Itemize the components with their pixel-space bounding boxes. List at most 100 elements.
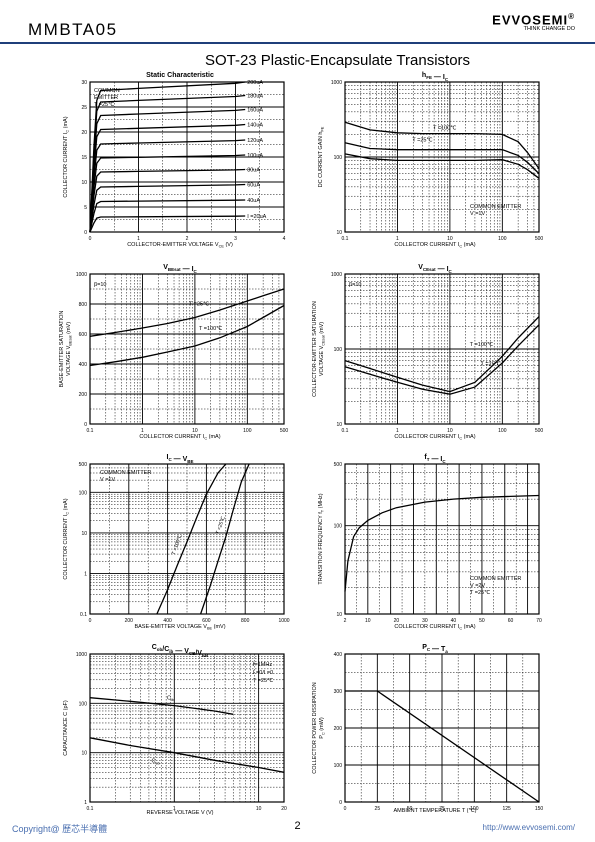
x-tick-label: 200 [125, 618, 134, 624]
x-axis-label: COLLECTOR CURRENT IC (mA) [139, 434, 220, 441]
y-tick-label: 0.1 [80, 612, 87, 618]
chart-note: COMMON EMITTER [470, 576, 521, 582]
ic-vbe-curve [156, 463, 227, 615]
x-tick-label: 800 [241, 618, 250, 624]
y-tick-label: 30 [81, 80, 87, 86]
ic-vbe-curve [199, 463, 250, 615]
y-axis-label: DC CURRENT GAIN hFE [318, 126, 325, 187]
y-tick-label: 1000 [331, 272, 342, 278]
x-tick-label: 75 [439, 806, 445, 812]
chart-note: T =25℃ [470, 590, 491, 596]
grid [345, 274, 539, 424]
chart-title: IC — VBE [166, 454, 193, 464]
ib-curve [89, 199, 246, 233]
ft-curve [344, 494, 540, 592]
y-tick-label: 100 [334, 347, 343, 353]
x-tick-label: 20 [281, 806, 287, 812]
x-tick-label: 30 [422, 618, 428, 624]
chart-note: f=1MHz [253, 662, 272, 668]
curve-label: 180uA [247, 94, 263, 100]
curve-label: 160uA [247, 108, 263, 114]
series-label: T =25℃ [481, 362, 502, 368]
ib-curve [89, 139, 246, 233]
x-tick-label: 10 [447, 428, 453, 434]
x-tick-label: 400 [163, 618, 172, 624]
chart-title: VCEsat — IC [418, 264, 452, 274]
x-tick-label: 10 [447, 236, 453, 242]
chart-title: VBEsat — IC [163, 264, 197, 274]
y-axis-label: TRANSITION FREQUENCY fT (MHz) [318, 493, 325, 584]
curve-label: 120uA [247, 138, 263, 144]
y-tick-label: 5 [84, 205, 87, 211]
x-tick-label: 4 [283, 236, 286, 242]
x-tick-label: 60 [508, 618, 514, 624]
x-axis-label: COLLECTOR-EMITTER VOLTAGE VCE (V) [127, 242, 233, 249]
series-label: T =100℃ [433, 126, 457, 132]
x-tick-label: 50 [407, 806, 413, 812]
y-tick-label: 100 [79, 701, 88, 707]
ib-curve [89, 168, 246, 233]
grid [90, 82, 284, 232]
x-tick-label: 1 [396, 428, 399, 434]
series-label: T =25℃ [215, 515, 227, 535]
y-tick-label: 800 [79, 302, 88, 308]
x-tick-label: 1 [137, 236, 140, 242]
x-tick-label: 25 [375, 806, 381, 812]
x-tick-label: 0.1 [342, 428, 349, 434]
grid [345, 82, 539, 232]
curve-label: 60uA [247, 183, 260, 189]
plot-frame [89, 463, 285, 615]
y-tick-label: 25 [81, 105, 87, 111]
x-tick-label: 20 [394, 618, 400, 624]
x-tick-label: 0.1 [87, 428, 94, 434]
y-tick-label: 0 [84, 422, 87, 428]
grid [90, 274, 284, 424]
y-tick-label: 1 [84, 800, 87, 806]
y-tick-label: 400 [334, 652, 343, 658]
x-axis-label: REVERSE VOLTAGE V (V) [146, 810, 213, 815]
y-tick-label: 10 [336, 612, 342, 618]
y-tick-label: 10 [81, 751, 87, 757]
x-axis-label: COLLECTOR CURRENT IC (mA) [394, 434, 475, 441]
x-tick-label: 0 [344, 806, 347, 812]
hfe-curve [344, 121, 540, 169]
hfe-curve [344, 153, 540, 179]
grid [90, 464, 284, 614]
x-tick-label: 150 [535, 806, 544, 812]
chart-ic-vbe: 0 200 400 600 800 1000 0.1 1 10 100 500 IC — VBE COL… [63, 454, 290, 631]
y-tick-label: 10 [81, 531, 87, 537]
vbesat-curve [89, 288, 285, 337]
y-tick-label: 1000 [76, 272, 87, 278]
y-tick-label: 20 [81, 130, 87, 136]
footer-url[interactable]: http://www.evvosemi.com/ [482, 823, 575, 832]
y-tick-label: 15 [81, 155, 87, 161]
y-tick-label: 10 [336, 230, 342, 236]
chart-note: COMMON EMITTER [100, 470, 151, 476]
chart-note: β=10 [349, 282, 362, 288]
hfe-curve [344, 142, 540, 175]
power-curve [345, 690, 540, 803]
plot-frame [89, 653, 285, 803]
series-label: T =25℃ [412, 138, 433, 144]
y-tick-label: 500 [334, 462, 343, 468]
chart-note: COMMON [94, 88, 120, 94]
vcesat-curve [344, 324, 540, 395]
chart-note: T =25℃ [94, 102, 115, 108]
y-tick-label: 200 [334, 726, 343, 732]
series-label: Cib [167, 696, 174, 703]
x-tick-label: 0 [89, 618, 92, 624]
y-tick-label: 100 [79, 490, 88, 496]
x-tick-label: 10 [192, 428, 198, 434]
chart-note: V =1V [100, 477, 115, 483]
y-tick-label: 200 [79, 392, 88, 398]
x-tick-label: 0.1 [342, 236, 349, 242]
grid [345, 654, 539, 802]
series-label: T =25℃ [189, 302, 210, 308]
chart-note: V =2V [470, 583, 485, 589]
chart-note: I =0/I =0 [253, 670, 273, 676]
curve-label: 80uA [247, 168, 260, 174]
x-tick-label: 2 [186, 236, 189, 242]
x-tick-label: 3 [234, 236, 237, 242]
y-tick-label: 300 [334, 689, 343, 695]
x-tick-label: 0 [89, 236, 92, 242]
